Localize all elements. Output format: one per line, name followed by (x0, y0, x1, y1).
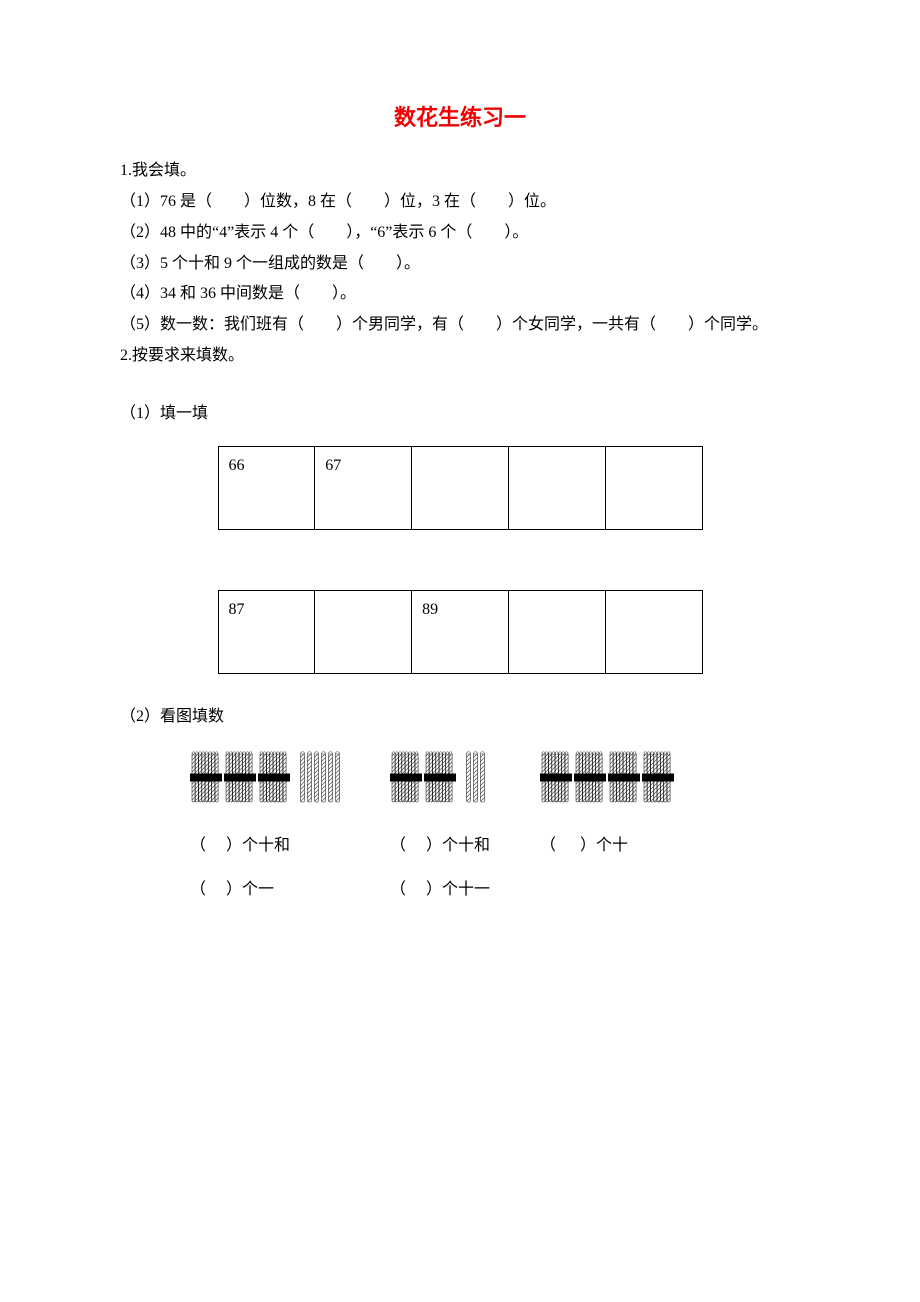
stick-icon (328, 750, 333, 805)
fill-table-1: 66 67 (218, 446, 703, 530)
table-cell: 67 (315, 447, 412, 530)
bundle-icon (540, 750, 572, 805)
table-cell: 66 (218, 447, 315, 530)
q1-line5: （5）数一数：我们班有（ ）个男同学，有（ ）个女同学，一共有（ ）个同学。 (120, 311, 800, 340)
bundle-icon (574, 750, 606, 805)
q1-line3: （3）5 个十和 9 个一组成的数是（ ）。 (120, 250, 800, 279)
bundle-figures-row: （ ）个十和 （ ）个一 （ ）个十和 （ ）个十一 （ ）个十 (190, 750, 800, 920)
table-cell (412, 447, 509, 530)
bundle-icon (390, 750, 422, 805)
stick-icon (307, 750, 312, 805)
stick-icon (314, 750, 319, 805)
sticks-row (540, 750, 674, 805)
bundle-icon (608, 750, 640, 805)
bundle-caption: （ ）个十 (540, 833, 628, 859)
stick-icon (473, 750, 478, 805)
table-cell (605, 447, 702, 530)
bundle-icon (190, 750, 222, 805)
fill-table-2: 87 89 (218, 590, 703, 674)
q2-sub2: （2）看图填数 (120, 704, 800, 730)
sticks-row (190, 750, 340, 805)
q1-line4: （4）34 和 36 中间数是（ ）。 (120, 280, 800, 309)
table-cell (508, 591, 605, 674)
worksheet-page: 数花生练习一 1.我会填。 （1）76 是（ ）位数，8 在（ ）位，3 在（ … (0, 0, 920, 1302)
bundle-group: （ ）个十 (540, 750, 674, 920)
bundle-group: （ ）个十和 （ ）个十一 (390, 750, 490, 920)
bundle-caption: （ ）个十和 (190, 833, 290, 859)
page-title: 数花生练习一 (120, 100, 800, 135)
question-1: 1.我会填。 （1）76 是（ ）位数，8 在（ ）位，3 在（ ）位。 （2）… (120, 157, 800, 371)
q2-heading: 2.按要求来填数。 (120, 342, 800, 371)
bundle-caption: （ ）个十和 (390, 833, 490, 859)
table-cell (605, 591, 702, 674)
bundle-group: （ ）个十和 （ ）个一 (190, 750, 340, 920)
sticks-row (390, 750, 485, 805)
table-cell (508, 447, 605, 530)
bundle-icon (642, 750, 674, 805)
table-cell (315, 591, 412, 674)
stick-icon (321, 750, 326, 805)
table-cell: 87 (218, 591, 315, 674)
q1-heading: 1.我会填。 (120, 157, 800, 186)
q1-line1: （1）76 是（ ）位数，8 在（ ）位，3 在（ ）位。 (120, 188, 800, 217)
bundle-icon (424, 750, 456, 805)
stick-icon (466, 750, 471, 805)
bundle-icon (224, 750, 256, 805)
bundle-caption: （ ）个十一 (390, 877, 490, 903)
q1-line2: （2）48 中的“4”表示 4 个（ ），“6”表示 6 个（ ）。 (120, 219, 800, 248)
stick-icon (335, 750, 340, 805)
stick-icon (300, 750, 305, 805)
bundle-caption: （ ）个一 (190, 877, 274, 903)
q2-sub1: （1）填一填 (120, 401, 800, 427)
stick-icon (480, 750, 485, 805)
table-cell: 89 (412, 591, 509, 674)
bundle-icon (258, 750, 290, 805)
